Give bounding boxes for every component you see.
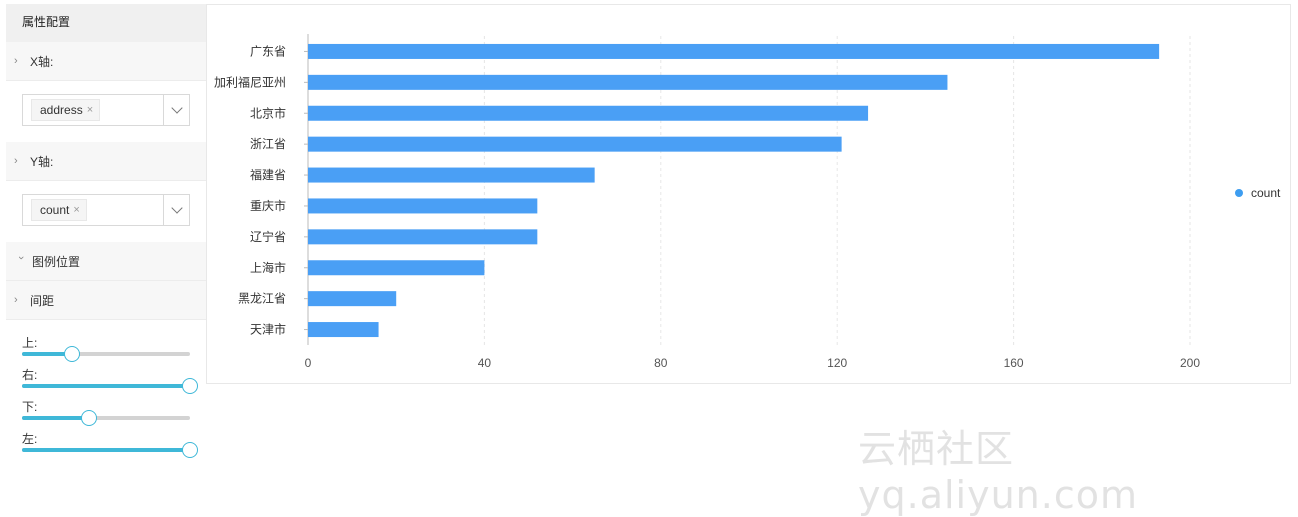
- x-tick-label: 120: [827, 356, 847, 370]
- category-label: 重庆市: [250, 198, 286, 213]
- x-axis-tag: address ×: [31, 99, 101, 121]
- slider-thumb[interactable]: [81, 410, 98, 426]
- slider-thumb[interactable]: [182, 378, 198, 394]
- chevron-right-icon: ›: [14, 294, 18, 306]
- spacing-sliders: 上: 右: 下: 左:: [6, 320, 206, 460]
- x-axis-section-body: address ×: [6, 81, 206, 142]
- x-tick-label: 200: [1180, 356, 1200, 370]
- category-label: 上海市: [250, 260, 286, 275]
- slider-track[interactable]: [22, 346, 190, 362]
- x-tick-label: 0: [305, 356, 312, 370]
- spacing-slider-row: 下:: [22, 396, 206, 428]
- slider-label: 右:: [22, 368, 38, 382]
- property-sidebar: 属性配置 › X轴: address × › Y轴: count ×: [6, 4, 206, 473]
- bar: [308, 198, 538, 214]
- sidebar-title: 属性配置: [6, 4, 206, 42]
- y-axis-section-header[interactable]: › Y轴:: [6, 142, 206, 181]
- slider-track[interactable]: [22, 378, 198, 394]
- category-label: 加利福尼亚州: [214, 74, 286, 89]
- legend-label: count: [1251, 186, 1281, 200]
- slider-fill: [22, 352, 73, 356]
- x-axis-select[interactable]: address ×: [22, 94, 190, 126]
- chart-panel: 0 40 80 120 160 200 广东省加利福尼亚州北京市浙江省福建省重庆市辽宁省上海…: [206, 4, 1291, 384]
- bar: [308, 136, 842, 152]
- slider-fill: [22, 416, 90, 420]
- bar-chart: 0 40 80 120 160 200 广东省加利福尼亚州北京市浙江省福建省重庆市辽宁省上海…: [214, 34, 1200, 370]
- x-tick-label: 40: [478, 356, 492, 370]
- spacing-slider-row: 左:: [22, 428, 206, 460]
- slider-fill: [22, 448, 190, 452]
- bar: [308, 260, 485, 276]
- bar: [308, 322, 379, 338]
- slider-label: 下:: [22, 400, 38, 414]
- legend-dot-icon: [1235, 189, 1243, 197]
- y-axis-section-body: count ×: [6, 181, 206, 242]
- slider-label: 上:: [22, 336, 38, 350]
- spacing-label: 间距: [30, 293, 55, 308]
- y-axis-select[interactable]: count ×: [22, 194, 190, 226]
- bar: [308, 105, 869, 121]
- chevron-right-icon: ›: [14, 155, 18, 167]
- x-tick-label: 160: [1004, 356, 1024, 370]
- chevron-down-icon: [170, 202, 183, 214]
- x-axis-dropdown-toggle[interactable]: [163, 95, 189, 125]
- slider-track[interactable]: [22, 410, 190, 426]
- chevron-down-icon: [170, 102, 183, 114]
- category-label: 浙江省: [250, 137, 286, 151]
- watermark: 云栖社区 yq.aliyun.com: [858, 427, 1138, 517]
- y-axis-tag-label: count: [40, 203, 70, 217]
- tag-remove-icon[interactable]: ×: [86, 104, 94, 116]
- bar: [308, 167, 595, 183]
- slider-label: 左:: [22, 432, 38, 446]
- x-axis-tag-label: address: [40, 103, 83, 117]
- category-label: 福建省: [250, 167, 286, 182]
- spacing-slider-row: 右:: [22, 364, 206, 396]
- bar: [308, 43, 1160, 59]
- x-axis-label: X轴:: [30, 54, 54, 69]
- bar: [308, 74, 948, 90]
- slider-track[interactable]: [22, 442, 198, 458]
- x-axis-section-header[interactable]: › X轴:: [6, 42, 206, 81]
- legend-position-label: 图例位置: [32, 254, 81, 269]
- chevron-right-icon: ›: [14, 55, 18, 67]
- category-label: 北京市: [250, 105, 286, 120]
- bar: [308, 291, 397, 307]
- category-label: 天津市: [250, 322, 286, 337]
- y-axis-dropdown-toggle[interactable]: [163, 195, 189, 225]
- category-label: 黑龙江省: [238, 292, 286, 306]
- tag-remove-icon[interactable]: ×: [73, 204, 80, 216]
- legend-position-section-header[interactable]: › 图例位置: [6, 242, 206, 281]
- x-tick-label: 80: [654, 356, 668, 370]
- slider-thumb[interactable]: [64, 346, 81, 362]
- y-axis-tag: count ×: [31, 199, 87, 221]
- chart-legend[interactable]: count: [1235, 186, 1280, 200]
- spacing-section-header[interactable]: › 间距: [6, 281, 206, 320]
- y-axis-label: Y轴:: [30, 154, 54, 169]
- category-label: 辽宁省: [250, 229, 286, 244]
- bar: [308, 229, 538, 245]
- slider-fill: [22, 384, 190, 388]
- chevron-down-icon: ›: [15, 256, 27, 260]
- category-label: 广东省: [250, 44, 286, 58]
- spacing-slider-row: 上:: [22, 332, 206, 364]
- slider-thumb[interactable]: [182, 442, 198, 458]
